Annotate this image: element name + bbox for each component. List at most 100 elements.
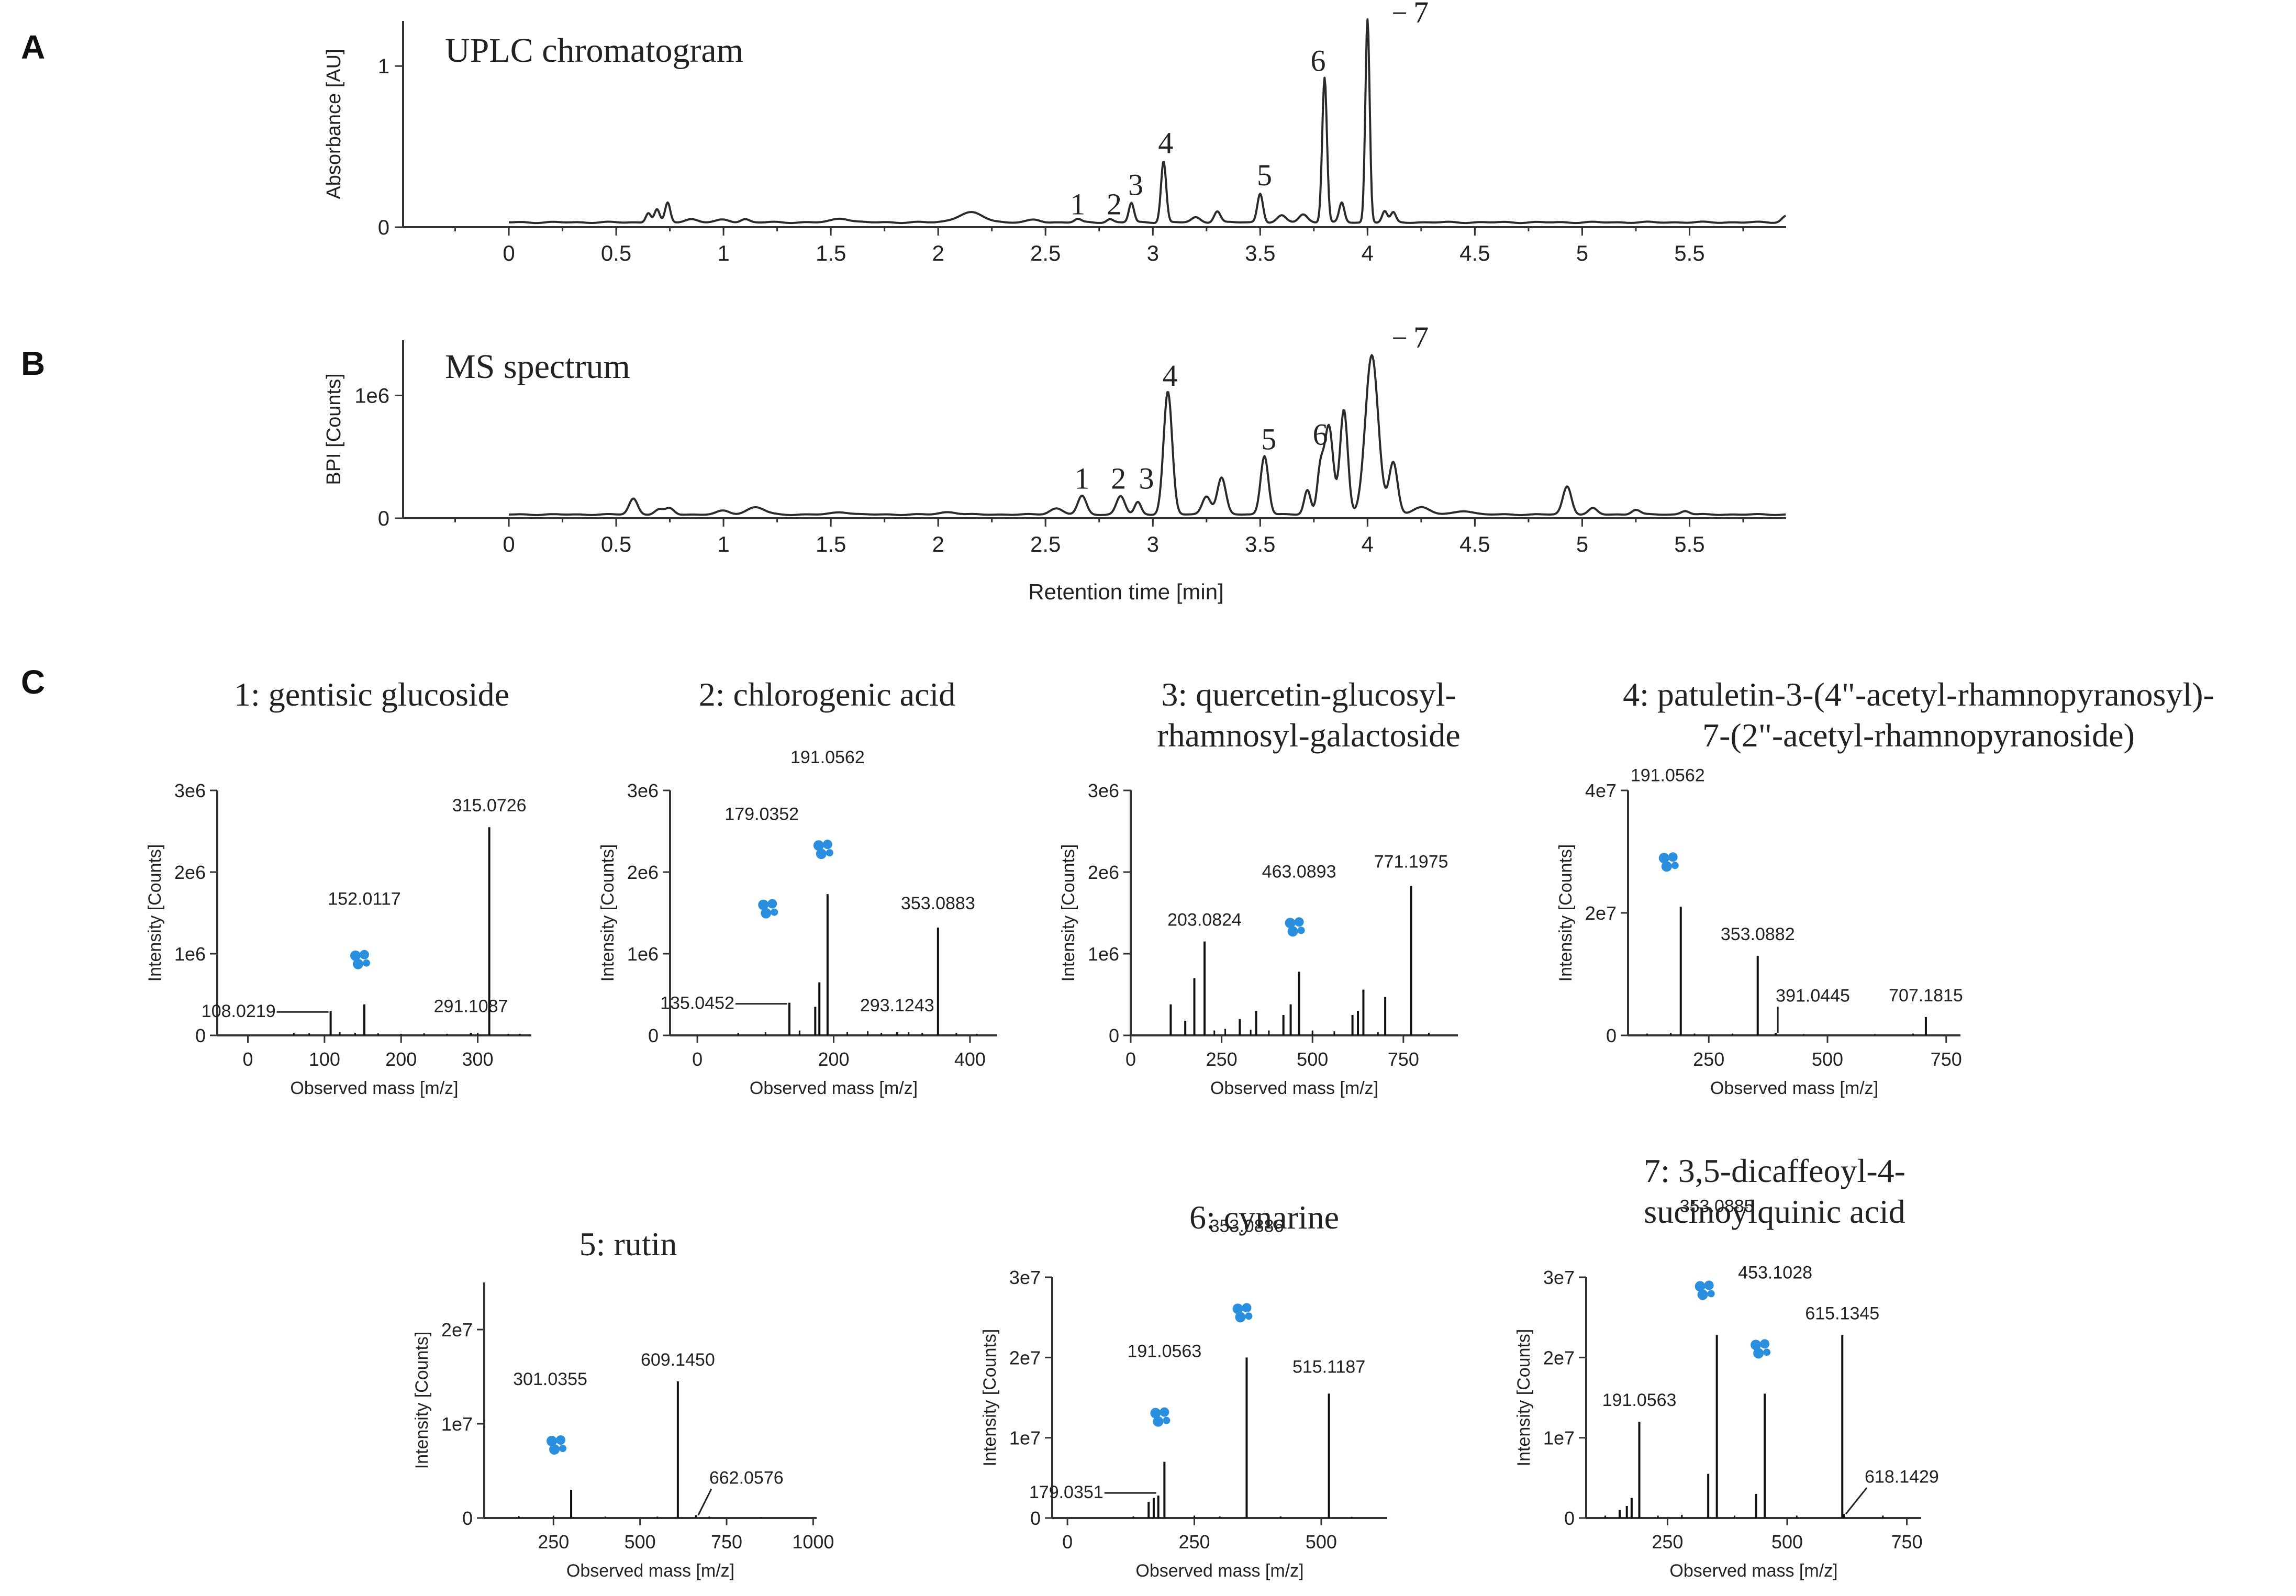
y-axis-label: BPI [Counts] <box>323 373 345 485</box>
x-tick-label: 750 <box>1931 1048 1962 1070</box>
y-tick-label: 0 <box>648 1025 659 1046</box>
x-tick-label: 0.5 <box>601 532 631 556</box>
x-tick-label: 0 <box>503 532 515 556</box>
mass-label: 662.0576 <box>709 1468 784 1488</box>
x-tick-label: 4 <box>1362 241 1374 265</box>
y-tick-label: 1e6 <box>174 943 206 965</box>
y-tick-label: 0 <box>378 507 389 530</box>
panel-letter-c: C <box>21 663 45 701</box>
mass-label-leader <box>1845 1487 1868 1515</box>
x-tick-label: 4 <box>1362 532 1374 556</box>
spectrum-title: 7-(2"-acetyl-rhamnopyranoside) <box>1702 717 2135 754</box>
peak-label: 1 <box>1070 187 1085 221</box>
y-tick-label: 1e7 <box>1009 1427 1041 1449</box>
chart-title: UPLC chromatogram <box>445 31 743 70</box>
mass-label: 771.1975 <box>1374 852 1448 872</box>
mass-label: 191.0563 <box>1602 1390 1677 1410</box>
y-tick-label: 3e6 <box>627 780 659 801</box>
fragment-icon <box>816 849 827 860</box>
fragment-icon <box>771 908 778 916</box>
mass-label: 179.0351 <box>1029 1482 1104 1502</box>
spectrum-title: 1: gentisic glucoside <box>234 676 509 713</box>
fragment-icon <box>362 959 370 967</box>
fragment-icon <box>1245 1312 1253 1320</box>
y-tick-label: 0 <box>378 216 389 239</box>
y-tick-label: 1e6 <box>354 385 389 408</box>
peak-label: 5 <box>1257 158 1272 192</box>
mass-label: 615.1345 <box>1805 1303 1879 1323</box>
mass-label: 179.0352 <box>725 805 799 824</box>
y-tick-label: 1 <box>378 55 389 78</box>
x-axis-label: Retention time [min] <box>1028 579 1224 604</box>
fragment-icon <box>556 1435 566 1445</box>
x-tick-label: 5.5 <box>1674 532 1704 556</box>
x-tick-label: 1.5 <box>816 532 846 556</box>
x-tick-label: 3.5 <box>1245 532 1275 556</box>
x-tick-label: 3 <box>1147 241 1159 265</box>
mass-label: 609.1450 <box>641 1350 715 1370</box>
peak-label: 6 <box>1313 417 1328 451</box>
fragment-icon <box>1232 1303 1243 1314</box>
spectrum-title: 5: rutin <box>579 1225 677 1263</box>
x-tick-label: 3.5 <box>1245 241 1275 265</box>
spectrum-7: 7: 3,5-dicaffeoyl-4- sucinoylquinic acid 2… <box>1514 1152 1939 1581</box>
x-tick-label: 1.5 <box>816 241 846 265</box>
y-tick-label: 4e7 <box>1585 780 1617 801</box>
y-axis-label: Intensity [Counts] <box>1058 844 1078 982</box>
spectrum-title: 3: quercetin-glucosyl- <box>1161 676 1456 713</box>
x-tick-label: 0 <box>503 241 515 265</box>
x-tick-label: 200 <box>385 1048 417 1070</box>
x-tick-label: 2 <box>932 241 944 265</box>
chart-title: MS spectrum <box>445 348 630 386</box>
spectrum-title: 2: chlorogenic acid <box>699 676 955 713</box>
x-tick-label: 750 <box>1388 1048 1419 1070</box>
x-tick-label: 100 <box>309 1048 340 1070</box>
x-axis-label: Observed mass [m/z] <box>1669 1561 1837 1581</box>
x-tick-label: 500 <box>1306 1531 1337 1553</box>
y-tick-label: 3e6 <box>1088 780 1119 801</box>
y-axis-label: Intensity [Counts] <box>980 1329 1000 1467</box>
peak-label: 7 <box>1413 0 1429 29</box>
fragment-icon <box>1753 1348 1764 1359</box>
peak-label: 2 <box>1107 187 1122 221</box>
fragment-icon <box>1242 1303 1252 1313</box>
mass-label: 353.0883 <box>901 894 975 913</box>
mass-label-leader <box>697 1488 712 1516</box>
x-tick-label: 0 <box>1062 1531 1073 1553</box>
spectrum-4: 4: patuletin-3-(4"-acetyl-rhamnopyranosy… <box>1556 676 2214 1098</box>
fragment-icon <box>761 908 772 919</box>
mass-label: 618.1429 <box>1865 1467 1939 1487</box>
y-axis-label: Intensity [Counts] <box>1556 844 1576 982</box>
spectrum-title: sucinoylquinic acid <box>1644 1193 1905 1230</box>
peak-label: 5 <box>1261 422 1276 456</box>
x-tick-label: 4.5 <box>1459 241 1490 265</box>
x-tick-label: 2.5 <box>1030 532 1061 556</box>
fragment-icon <box>758 899 769 910</box>
fragment-icon <box>350 950 361 961</box>
fragment-icon <box>549 1444 560 1455</box>
fragment-icon <box>1235 1312 1246 1323</box>
chromatogram-A: 0 0.5 1 1.5 2 2.5 3 3.5 4 4.5 5 5.5 0 1 Absorbance [AU… <box>323 0 1786 265</box>
y-tick-label: 3e6 <box>174 780 206 801</box>
mass-label: 301.0355 <box>513 1369 587 1389</box>
fragment-icon <box>1695 1281 1706 1292</box>
mass-label: 191.0563 <box>1127 1342 1201 1361</box>
y-tick-label: 0 <box>1109 1025 1119 1046</box>
mass-label: 463.0893 <box>1262 862 1336 881</box>
fragment-icon <box>1150 1408 1161 1419</box>
peak-label: 4 <box>1158 126 1173 160</box>
x-tick-label: 0 <box>692 1048 703 1070</box>
x-tick-label: 200 <box>818 1048 849 1070</box>
x-tick-label: 250 <box>1178 1531 1210 1553</box>
fragment-icon <box>1704 1280 1714 1290</box>
mass-label: 152.0117 <box>328 889 400 909</box>
peak-label: 4 <box>1163 359 1178 393</box>
y-tick-label: 2e6 <box>174 862 206 883</box>
y-axis-label: Intensity [Counts] <box>1514 1329 1534 1467</box>
spectrum-title: 6: cynarine <box>1189 1199 1339 1236</box>
x-tick-label: 1 <box>717 241 729 265</box>
x-tick-label: 2 <box>932 532 944 556</box>
x-tick-label: 500 <box>1771 1531 1803 1553</box>
mass-label: 191.0562 <box>790 747 865 767</box>
peak-label: 2 <box>1111 462 1126 496</box>
